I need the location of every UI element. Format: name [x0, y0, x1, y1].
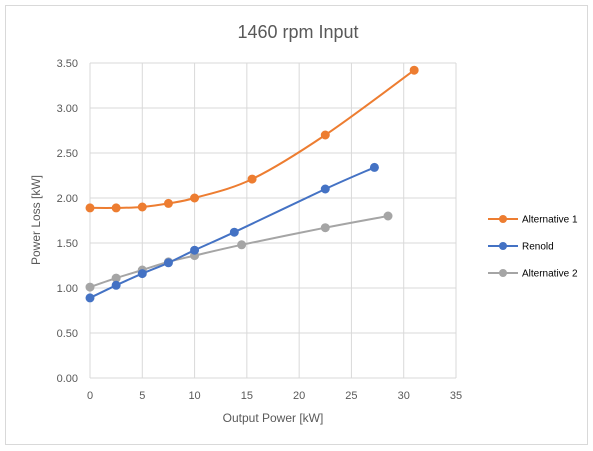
legend-marker [499, 269, 507, 277]
legend-item: Alternative 2 [488, 269, 578, 280]
y-tick-label: 2.00 [57, 193, 78, 205]
legend-label: Renold [522, 242, 554, 253]
data-point [163, 258, 173, 268]
series-0 [85, 65, 419, 213]
y-tick-label: 2.50 [57, 148, 78, 160]
data-point [137, 202, 147, 212]
data-point [190, 193, 200, 203]
data-point [85, 282, 95, 292]
x-tick-label: 15 [241, 390, 253, 402]
series-2 [85, 211, 393, 292]
data-point [229, 227, 239, 237]
data-point [190, 245, 200, 255]
data-point [320, 184, 330, 194]
data-point [320, 130, 330, 140]
y-tick-label: 0.00 [57, 373, 78, 385]
y-axis-label: Power Loss [kW] [29, 175, 43, 265]
data-point [409, 65, 419, 75]
chart-title: 1460 rpm Input [237, 22, 358, 42]
data-point [85, 293, 95, 303]
tick-labels: 0.00 0.50 1.00 1.50 2.00 2.50 3.00 3.50 0 5 10 15 20… [57, 58, 463, 402]
data-point [111, 280, 121, 290]
legend-marker [499, 215, 507, 223]
series-line [89, 69, 415, 209]
y-tick-label: 0.50 [57, 328, 78, 340]
data-point [111, 203, 121, 213]
series-layer [85, 65, 419, 303]
series-1 [85, 162, 379, 303]
data-point [369, 162, 379, 172]
y-tick-label: 1.50 [57, 238, 78, 250]
legend-marker [499, 242, 507, 250]
legend-label: Alternative 2 [522, 269, 578, 280]
x-tick-label: 25 [345, 390, 357, 402]
x-tick-label: 10 [188, 390, 200, 402]
data-point [383, 211, 393, 221]
y-tick-label: 3.00 [57, 103, 78, 115]
x-tick-label: 30 [398, 390, 410, 402]
x-tick-label: 35 [450, 390, 462, 402]
x-axis-label: Output Power [kW] [223, 411, 324, 425]
data-point [137, 269, 147, 279]
data-point [247, 174, 257, 184]
data-point [85, 203, 95, 213]
gridlines [89, 62, 457, 379]
legend-item: Renold [488, 242, 554, 253]
data-point [237, 240, 247, 250]
data-point [320, 223, 330, 233]
legend: Alternative 1 Renold Alternative 2 [488, 215, 578, 280]
x-tick-label: 0 [87, 390, 93, 402]
x-tick-label: 5 [139, 390, 145, 402]
data-point [163, 198, 173, 208]
chart-frame [5, 5, 588, 445]
legend-label: Alternative 1 [522, 215, 578, 226]
y-tick-label: 1.00 [57, 283, 78, 295]
legend-item: Alternative 1 [488, 215, 578, 226]
y-tick-label: 3.50 [57, 58, 78, 70]
x-tick-label: 20 [293, 390, 305, 402]
